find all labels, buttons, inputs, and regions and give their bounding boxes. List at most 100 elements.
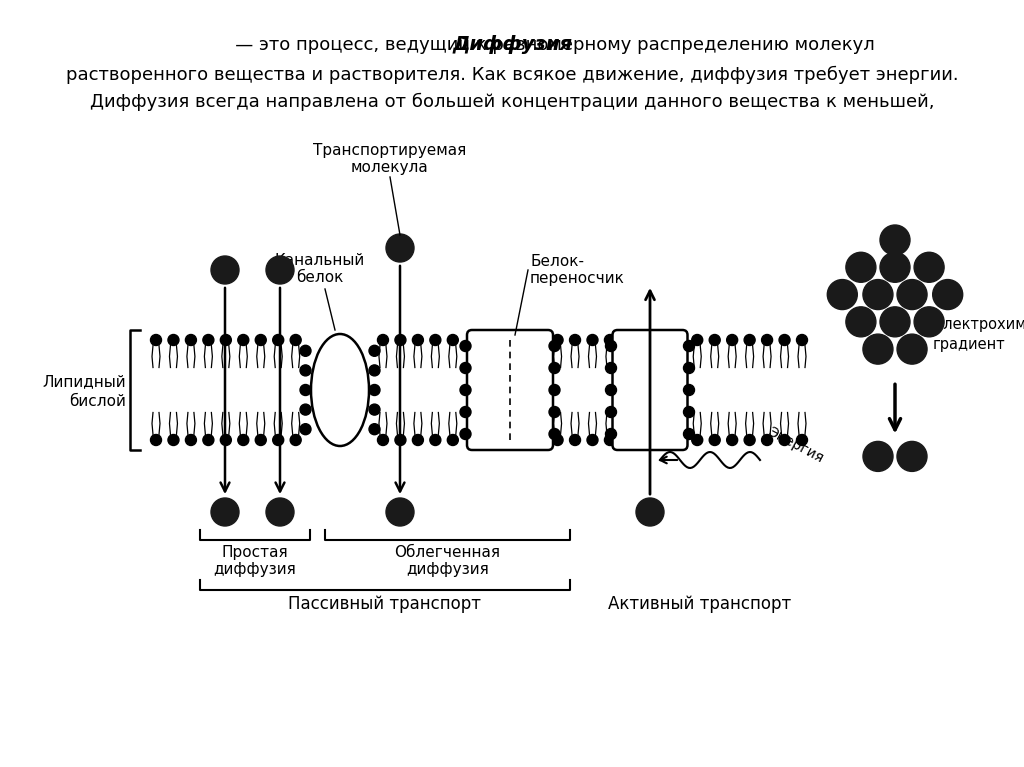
Circle shape [762, 334, 772, 345]
Circle shape [710, 334, 720, 345]
Circle shape [604, 434, 615, 446]
Circle shape [744, 334, 755, 345]
Circle shape [300, 423, 311, 435]
Circle shape [369, 384, 380, 396]
Circle shape [185, 434, 197, 446]
Circle shape [300, 384, 311, 396]
Circle shape [430, 434, 441, 446]
Circle shape [569, 334, 581, 345]
Circle shape [846, 252, 876, 282]
Circle shape [151, 334, 162, 345]
Circle shape [827, 279, 857, 310]
Circle shape [880, 225, 910, 255]
Circle shape [211, 498, 239, 526]
Circle shape [203, 334, 214, 345]
Circle shape [460, 384, 471, 396]
Circle shape [549, 363, 560, 374]
Circle shape [604, 334, 615, 345]
Circle shape [460, 429, 471, 439]
Circle shape [933, 279, 963, 310]
Circle shape [369, 423, 380, 435]
Circle shape [266, 256, 294, 284]
Circle shape [290, 334, 301, 345]
Circle shape [168, 334, 179, 345]
Circle shape [692, 334, 702, 345]
Circle shape [605, 384, 616, 396]
Circle shape [710, 434, 720, 446]
Text: Простая: Простая [221, 545, 289, 560]
Circle shape [447, 334, 459, 345]
Circle shape [605, 407, 616, 417]
Text: Белок-
переносчик: Белок- переносчик [530, 254, 625, 286]
Circle shape [779, 434, 791, 446]
Circle shape [395, 334, 406, 345]
Circle shape [863, 279, 893, 310]
Text: Облегченная: Облегченная [394, 545, 501, 560]
Circle shape [880, 252, 910, 282]
Circle shape [369, 404, 380, 415]
Circle shape [300, 345, 311, 357]
Text: Липидный: Липидный [42, 374, 126, 390]
Circle shape [220, 334, 231, 345]
Text: Канальный
белок: Канальный белок [274, 252, 366, 285]
Circle shape [447, 434, 459, 446]
Circle shape [762, 434, 772, 446]
FancyBboxPatch shape [612, 330, 687, 450]
Circle shape [683, 341, 694, 351]
Circle shape [290, 434, 301, 446]
Circle shape [549, 341, 560, 351]
Circle shape [552, 434, 563, 446]
Circle shape [779, 334, 791, 345]
Circle shape [569, 434, 581, 446]
Circle shape [460, 363, 471, 374]
Circle shape [220, 434, 231, 446]
Circle shape [636, 498, 664, 526]
Circle shape [605, 341, 616, 351]
Circle shape [386, 234, 414, 262]
Circle shape [413, 334, 423, 345]
Circle shape [727, 334, 737, 345]
Circle shape [460, 407, 471, 417]
Circle shape [549, 407, 560, 417]
Circle shape [430, 334, 441, 345]
Circle shape [266, 498, 294, 526]
Circle shape [238, 334, 249, 345]
FancyBboxPatch shape [467, 330, 553, 450]
Text: Электрохимический: Электрохимический [933, 318, 1024, 333]
Circle shape [460, 341, 471, 351]
Circle shape [386, 498, 414, 526]
Circle shape [255, 434, 266, 446]
Text: Диффузия: Диффузия [452, 35, 572, 54]
Circle shape [185, 334, 197, 345]
Circle shape [413, 434, 423, 446]
Circle shape [255, 334, 266, 345]
Circle shape [300, 365, 311, 376]
Circle shape [395, 434, 406, 446]
Circle shape [727, 434, 737, 446]
Circle shape [369, 365, 380, 376]
Text: Активный транспорт: Активный транспорт [608, 595, 792, 613]
Text: — это процесс, ведущий к равномерному распределению молекул: — это процесс, ведущий к равномерному ра… [150, 36, 874, 54]
Circle shape [897, 279, 927, 310]
Circle shape [552, 334, 563, 345]
Text: бислой: бислой [70, 394, 126, 410]
Text: Пассивный транспорт: Пассивный транспорт [289, 595, 481, 613]
Circle shape [605, 429, 616, 439]
Circle shape [300, 404, 311, 415]
Text: диффузия: диффузия [214, 562, 296, 577]
Circle shape [683, 429, 694, 439]
Circle shape [549, 384, 560, 396]
Circle shape [797, 334, 808, 345]
Circle shape [683, 363, 694, 374]
Circle shape [168, 434, 179, 446]
Circle shape [797, 434, 808, 446]
Circle shape [846, 307, 876, 337]
Ellipse shape [311, 334, 369, 446]
Circle shape [272, 434, 284, 446]
Circle shape [587, 334, 598, 345]
Circle shape [897, 334, 927, 364]
Circle shape [863, 441, 893, 472]
Circle shape [914, 252, 944, 282]
Circle shape [151, 434, 162, 446]
Circle shape [369, 345, 380, 357]
